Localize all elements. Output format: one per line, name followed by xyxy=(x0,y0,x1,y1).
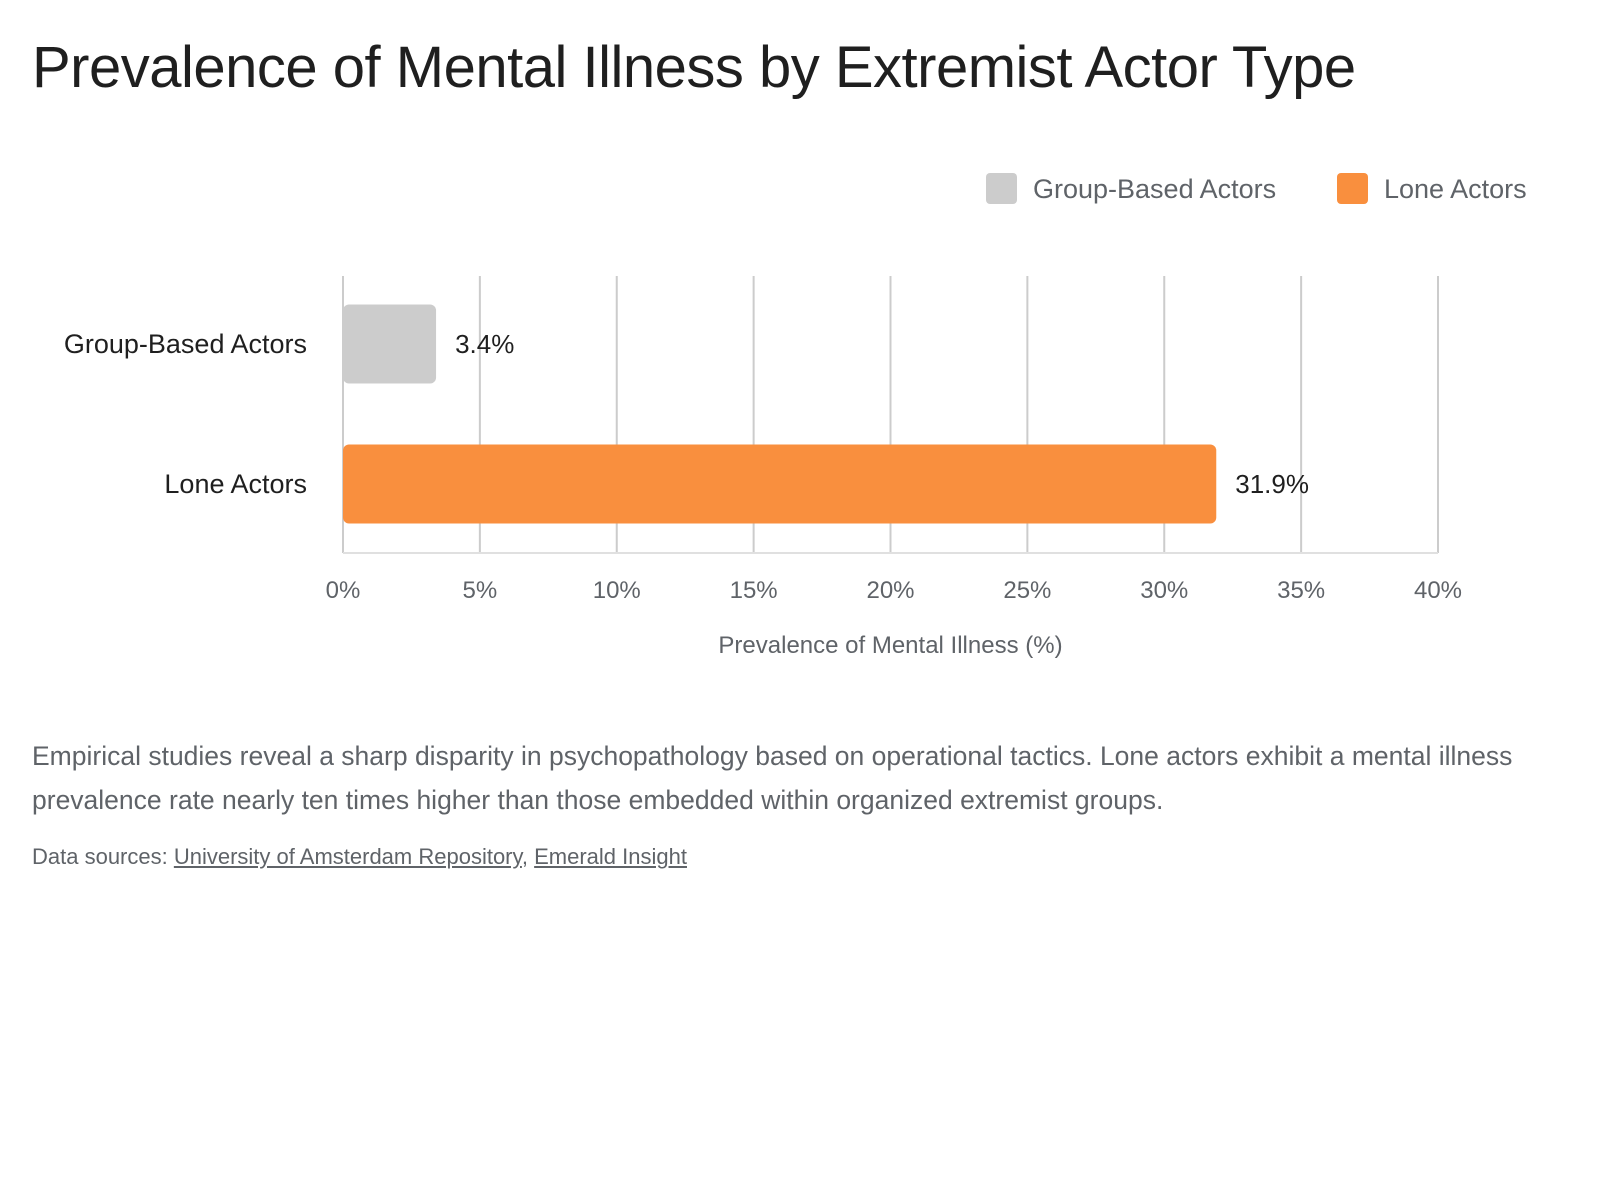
y-category-label: Group-Based Actors xyxy=(64,329,307,359)
bar-value-label: 3.4% xyxy=(455,329,514,359)
data-sources: Data sources: University of Amsterdam Re… xyxy=(32,844,687,870)
legend-swatch-lone-actors xyxy=(1337,173,1368,204)
bar-value-label: 31.9% xyxy=(1235,469,1309,499)
y-category-label: Lone Actors xyxy=(164,469,307,499)
x-axis-title: Prevalence of Mental Illness (%) xyxy=(718,632,1062,659)
legend-label: Group-Based Actors xyxy=(1033,174,1276,204)
bar-lone-actors xyxy=(343,444,1217,524)
x-tick-label: 25% xyxy=(1003,577,1051,604)
x-tick-label: 40% xyxy=(1414,577,1462,604)
source-link-emerald-insight[interactable]: Emerald Insight xyxy=(534,844,687,869)
x-tick-label: 35% xyxy=(1277,577,1325,604)
x-tick-label: 30% xyxy=(1140,577,1188,604)
sources-separator: , xyxy=(521,844,535,869)
chart-title: Prevalence of Mental Illness by Extremis… xyxy=(32,35,1356,100)
legend-swatch-group-based-actors xyxy=(986,173,1017,204)
x-tick-label: 10% xyxy=(593,577,641,604)
x-tick-label: 15% xyxy=(730,577,778,604)
sources-prefix: Data sources: xyxy=(32,844,174,869)
bar-group-based-actors xyxy=(343,304,437,384)
legend-label: Lone Actors xyxy=(1384,174,1527,204)
x-tick-label: 0% xyxy=(326,577,361,604)
chart-description: Empirical studies reveal a sharp dispari… xyxy=(32,741,1513,815)
bar-chart: 0% 5% 10% 15% 20% 25% 30% 35% 40% Prevalence of M… xyxy=(64,173,1527,659)
source-link-university-of-amsterdam[interactable]: University of Amsterdam Repository xyxy=(173,844,522,869)
x-tick-label: 5% xyxy=(463,577,498,604)
x-tick-label: 20% xyxy=(866,577,914,604)
